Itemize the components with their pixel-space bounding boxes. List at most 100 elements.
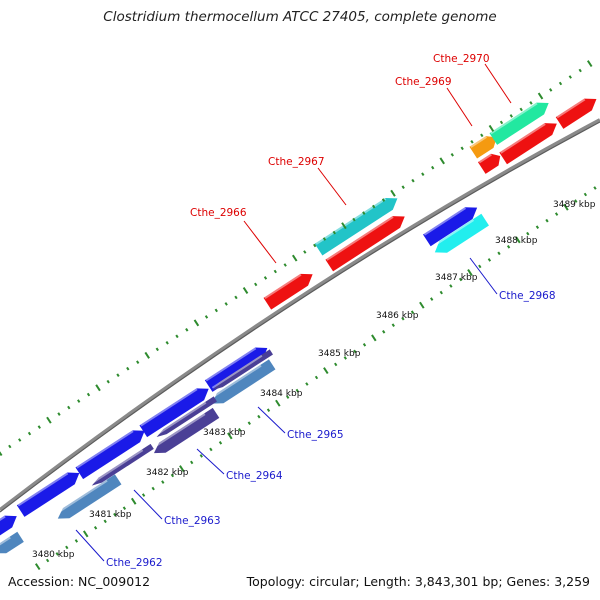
gene-arrow-10[interactable]: [90, 443, 154, 488]
tick-mark: [247, 421, 251, 426]
gene-arrow-12[interactable]: [211, 349, 273, 392]
tick-mark: [488, 124, 495, 132]
tick-mark: [419, 301, 425, 309]
gene-arrow-16-body: [423, 207, 478, 247]
gene-arrow-9[interactable]: [209, 359, 276, 408]
leader-cthe-2965: [257, 406, 286, 434]
gene-arrow-22[interactable]: [555, 93, 600, 129]
gene-arrow-20[interactable]: [489, 97, 553, 145]
gene-arrow-18[interactable]: [469, 132, 500, 159]
label-cthe-2963[interactable]: Cthe_2963: [164, 515, 221, 527]
map-title: Clostridium thermocellum ATCC 27405, com…: [103, 9, 497, 25]
tick-mark: [313, 243, 317, 248]
gene-arrow-16[interactable]: [423, 202, 481, 247]
leader-lines: [75, 63, 512, 562]
gene-arrow-19-body: [477, 153, 501, 174]
tick-mark: [218, 440, 223, 445]
tick-mark: [34, 563, 41, 571]
tick-mark: [529, 101, 533, 105]
gene-arrow-21[interactable]: [499, 118, 560, 165]
tick-mark: [46, 416, 52, 424]
gene-arrow-13-body: [263, 273, 313, 310]
gene-arrow-11[interactable]: [155, 396, 217, 439]
gene-arrow-8[interactable]: [151, 407, 220, 458]
tick-mark: [130, 497, 137, 505]
tick-mark: [303, 250, 307, 254]
label-cthe-2970[interactable]: Cthe_2970: [433, 53, 490, 65]
gene-arrow-13[interactable]: [263, 268, 317, 310]
tick-mark: [314, 375, 319, 380]
gene-arrow-16-highlight: [423, 207, 467, 236]
tick-mark: [67, 405, 71, 410]
tick-mark: [526, 231, 530, 236]
tick-mark: [343, 356, 347, 360]
label-cthe-2967[interactable]: Cthe_2967: [268, 156, 325, 168]
tick-mark: [27, 431, 32, 436]
tick-mark: [151, 486, 155, 491]
gene-arrow-14-body: [314, 197, 398, 256]
tick-mark: [74, 539, 79, 543]
tick-mark: [185, 327, 189, 332]
tick-mark: [458, 277, 463, 282]
tick-mark: [136, 360, 140, 365]
label-cthe-2964[interactable]: Cthe_2964: [226, 470, 283, 482]
tick-mark: [593, 186, 597, 190]
gene-arrow-15-highlight: [326, 216, 394, 261]
tick-mark: [487, 258, 492, 262]
tick-mark: [57, 412, 61, 416]
tick-mark: [179, 465, 185, 473]
tick-mark: [291, 254, 298, 262]
tick-mark: [497, 251, 501, 256]
gene-arrow-1[interactable]: [0, 510, 21, 544]
tick-mark: [254, 282, 258, 287]
label-cthe-2969[interactable]: Cthe_2969: [395, 76, 452, 88]
tick-mark: [509, 114, 513, 118]
gene-arrow-3-highlight: [76, 430, 134, 469]
tick-mark: [106, 379, 110, 384]
tick-label-3487: 3487 kbp: [435, 273, 478, 283]
gene-arrow-17[interactable]: [431, 213, 489, 258]
gene-arrow-4-body: [139, 388, 209, 438]
tick-mark: [382, 329, 386, 334]
gene-arrow-6[interactable]: [0, 531, 24, 558]
label-cthe-2962[interactable]: Cthe_2962: [106, 557, 163, 569]
genome-backbone: [0, 118, 600, 512]
gene-arrow-2[interactable]: [16, 467, 83, 517]
gene-arrow-12-highlight: [211, 354, 263, 389]
gene-arrow-7[interactable]: [55, 474, 122, 523]
label-cthe-2968[interactable]: Cthe_2968: [499, 290, 556, 302]
label-cthe-2966[interactable]: Cthe_2966: [190, 207, 247, 219]
leader-cthe-2969: [446, 87, 473, 127]
gene-arrow-22-highlight: [556, 98, 586, 119]
gene-arrow-3[interactable]: [75, 425, 148, 480]
gene-arrow-8-body: [153, 407, 220, 454]
gene-arrow-19[interactable]: [477, 150, 504, 174]
tick-mark: [352, 217, 356, 222]
tick-mark: [353, 349, 357, 354]
gene-arrow-9-highlight: [209, 364, 262, 400]
tick-mark: [430, 297, 434, 301]
tick-mark: [439, 290, 443, 295]
tick-mark: [431, 165, 435, 170]
tick-mark: [113, 512, 117, 517]
gene-arrow-6-body: [0, 531, 24, 554]
leader-cthe-2967: [317, 167, 347, 206]
tick-mark: [519, 107, 523, 112]
gene-arrow-5[interactable]: [204, 342, 271, 392]
tick-mark: [65, 545, 69, 550]
gene-arrow-4[interactable]: [139, 383, 212, 438]
tick-mark: [170, 473, 175, 478]
tick-mark: [204, 315, 209, 319]
topology-text: Topology: circular; Length: 3,843,301 bp…: [246, 574, 590, 589]
tick-mark: [449, 284, 453, 288]
tick-mark: [450, 152, 454, 157]
tick-mark: [460, 146, 464, 151]
tick-mark: [410, 310, 415, 315]
label-cthe-2965[interactable]: Cthe_2965: [287, 429, 344, 441]
tick-mark: [583, 192, 588, 197]
tick-mark: [286, 395, 290, 399]
gene-arrow-15[interactable]: [325, 211, 408, 272]
tick-mark: [381, 198, 386, 202]
tick-mark: [8, 444, 12, 449]
gene-arrow-5-highlight: [205, 347, 257, 382]
